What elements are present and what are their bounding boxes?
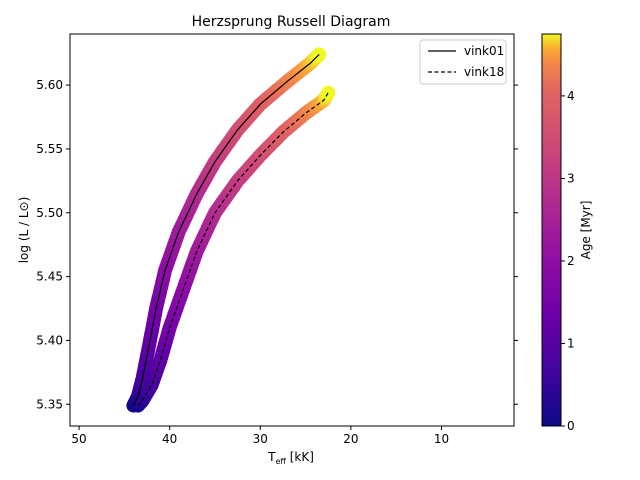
x-tick-label: 10: [434, 432, 449, 446]
colorbar: 0 1 2 3 4 Age [Myr]: [541, 33, 593, 433]
y-tick-label: 5.60: [36, 78, 63, 92]
x-tick-label: 30: [253, 432, 268, 446]
colorbar-ticks: 0 1 2 3 4: [561, 89, 575, 433]
colorbar-gradient: [541, 33, 562, 427]
colorbar-label: Age [Myr]: [579, 201, 593, 260]
legend-label-vink18: vink18: [464, 65, 504, 79]
x-axis-title-sub: eff: [275, 457, 286, 466]
colorbar-tick-label: 0: [567, 419, 575, 433]
legend-label-vink01: vink01: [464, 44, 504, 58]
y-tick-label: 5.40: [36, 333, 63, 347]
plot-area: [70, 34, 514, 426]
y-tick-label: 5.45: [36, 270, 63, 284]
y-tick-label: 5.55: [36, 142, 63, 156]
x-axis: 50 40 30 20 10: [71, 426, 449, 446]
x-axis-title: Teff [kK]: [267, 450, 314, 466]
track-line-vink01: [132, 53, 320, 406]
legend: vink01 vink18: [419, 39, 507, 85]
age-marker: [321, 85, 336, 100]
colorbar-tick-label: 2: [567, 254, 575, 268]
track-line-vink18: [137, 92, 329, 406]
x-axis-title-unit: [kK]: [286, 450, 314, 464]
colorbar-tick-label: 4: [567, 89, 575, 103]
x-tick-label: 20: [343, 432, 358, 446]
y-axis-title: log (L / L⊙): [17, 197, 31, 264]
chart-title: Herzsprung Russell Diagram: [192, 14, 391, 30]
plot-frame: [69, 33, 515, 427]
y-tick-label: 5.35: [36, 397, 63, 411]
x-tick-label: 40: [162, 432, 177, 446]
x-tick-label: 50: [71, 432, 86, 446]
y-axis: 5.35 5.40 5.45 5.50 5.55 5.60: [36, 78, 518, 411]
x-axis-title-main: T: [267, 450, 276, 464]
track-lines: [132, 53, 329, 406]
colorbar-tick-label: 1: [567, 336, 575, 350]
y-tick-label: 5.50: [36, 206, 63, 220]
colorbar-tick-label: 3: [567, 171, 575, 185]
